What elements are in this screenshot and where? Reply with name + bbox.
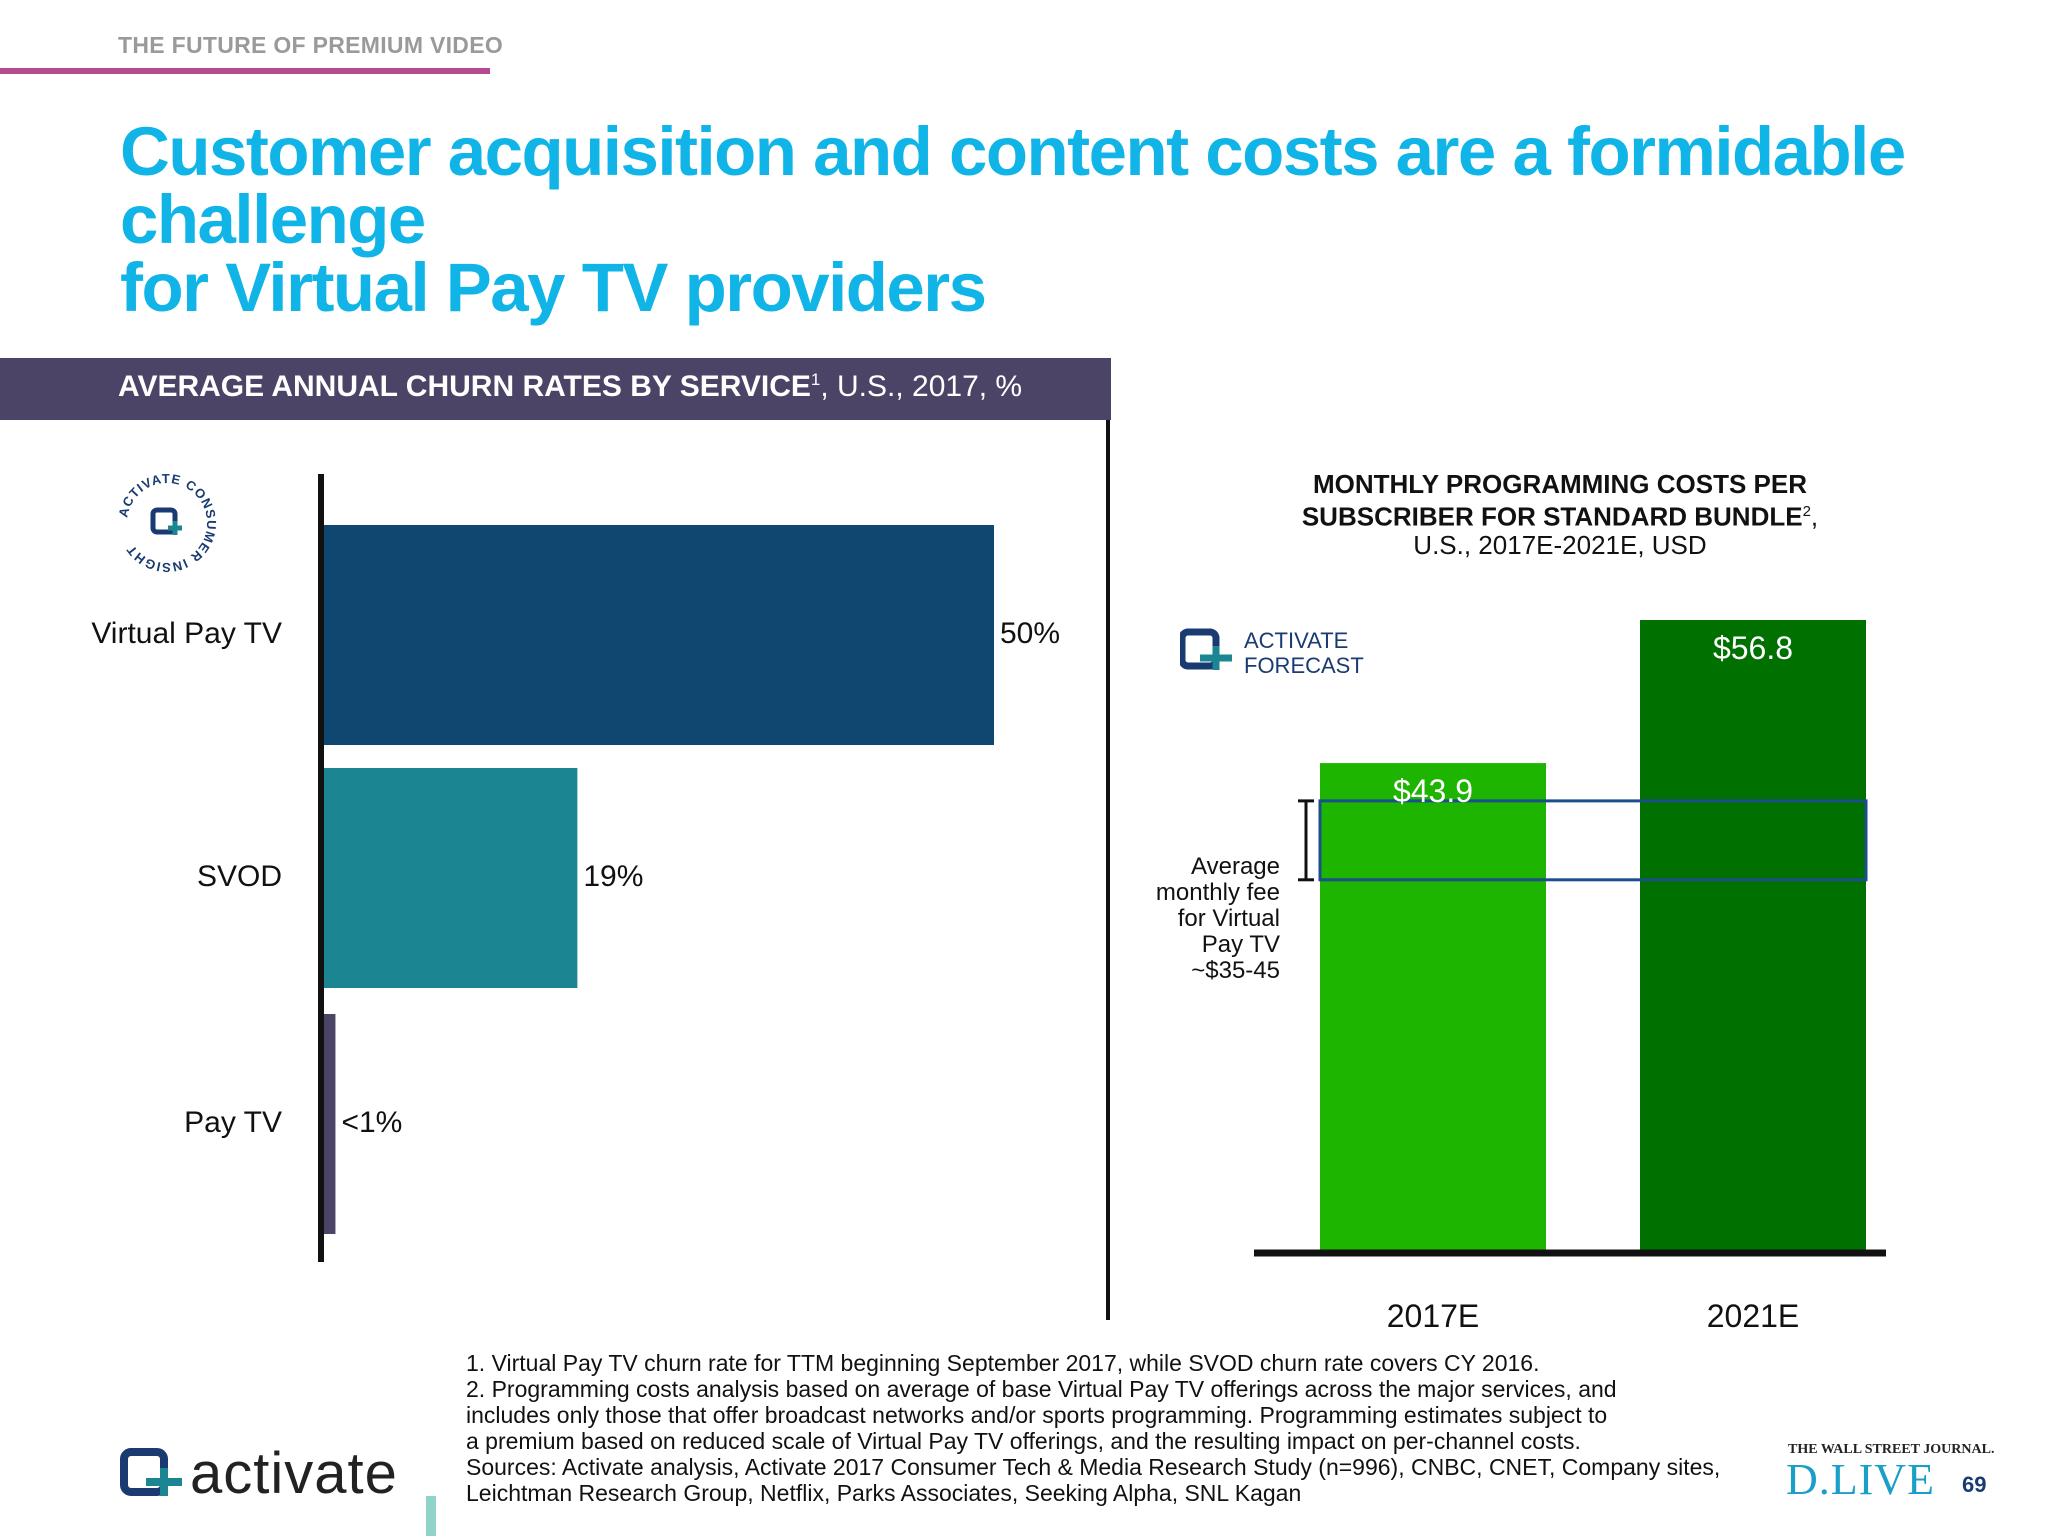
right-panel-title-line-2: SUBSCRIBER FOR STANDARD BUNDLE2, [1301,501,1819,532]
footnote-line: a premium based on reduced scale of Virt… [466,1428,1581,1454]
churn-category-label: Pay TV [184,1106,282,1139]
activate-wordmark: activate [190,1441,398,1506]
cost-value-label: $43.9 [1392,773,1474,810]
page-title-line-2: for Virtual Pay TV providers [120,249,987,326]
average-fee-note: Average monthly fee for Virtual Pay TV ~… [1155,853,1280,984]
eyebrow: THE FUTURE OF PREMIUM VIDEO [118,32,504,58]
churn-bar-svod [322,768,578,988]
churn-value-label: 19% [583,860,644,893]
page-title: Customer acquisition and content costs a… [120,113,1970,326]
footnote-marker-2: 2 [1802,503,1811,520]
fee-range-bracket [1298,799,1314,882]
activate-forecast-label: ACTIVATE FORECAST [1244,628,1364,678]
cost-category-label: 2017E [1386,1298,1480,1334]
churn-bar-pay-tv [322,1014,336,1234]
churn-value-label: 50% [1000,617,1061,650]
cost-value-label: $56.8 [1712,630,1794,666]
footnote-line: 1. Virtual Pay TV churn rate for TTM beg… [466,1350,1540,1376]
left-panel-title-bold: AVERAGE ANNUAL CHURN RATES BY SERVICE [118,370,811,403]
churn-category-label: SVOD [196,860,282,893]
activate-consumer-insight-badge: ACTIVATE CONSUMER INSIGHT [115,471,218,575]
bottom-accent-bar [426,1496,436,1536]
footnote-line: 2. Programming costs analysis based on a… [466,1376,1617,1402]
footnote-line: includes only those that offer broadcast… [466,1402,1608,1428]
panel-divider [1106,420,1110,1320]
left-panel-title-rest: , U.S., 2017, % [820,370,1023,403]
sources-line: Sources: Activate analysis, Activate 201… [466,1454,1721,1480]
left-panel-header [0,358,1111,420]
sources-line: Leichtman Research Group, Netflix, Parks… [466,1480,1302,1506]
activate-logo-mark [120,1448,182,1496]
activate-forecast-badge [1180,628,1232,670]
right-panel-title-line-1: MONTHLY PROGRAMMING COSTS PER [1312,469,1808,499]
page-number: 69 [1962,1472,1987,1497]
footnote-marker-1: 1 [810,370,821,389]
page-title-line-1: Customer acquisition and content costs a… [120,113,1906,258]
cost-bar-2021e [1640,620,1866,1250]
left-panel-title: AVERAGE ANNUAL CHURN RATES BY SERVICE1, … [118,370,1022,404]
churn-value-label: <1% [341,1106,403,1139]
wsj-logo-text: THE WALL STREET JOURNAL. [1788,1442,1995,1457]
right-panel-title: MONTHLY PROGRAMMING COSTS PER SUBSCRIBER… [1300,470,1820,559]
virtual-pay-tv-fee-band [1318,799,1868,882]
eyebrow-rule [0,68,490,74]
churn-category-label: Virtual Pay TV [91,617,282,650]
footnotes: 1. Virtual Pay TV churn rate for TTM beg… [466,1350,1746,1506]
churn-bar-virtual-pay-tv [322,525,994,745]
cost-bar-2017e [1320,763,1546,1250]
dlive-logo: D.LIVE [1786,1455,1935,1504]
right-panel-title-line-3: U.S., 2017E-2021E, USD [1413,529,1707,560]
cost-category-label: 2021E [1706,1298,1800,1334]
